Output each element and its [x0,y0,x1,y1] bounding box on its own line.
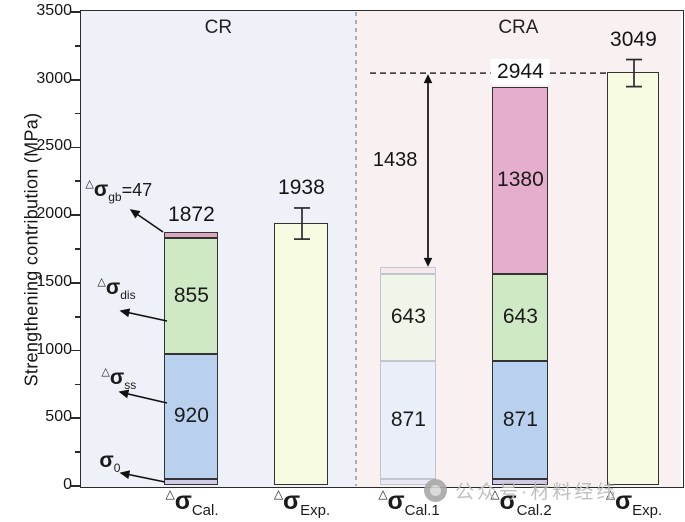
total-label-exp-cra: 3049 [610,27,657,51]
bar-segment-cal2-cra-sigma-0 [492,478,549,486]
gap-value-label: 1438 [372,149,418,172]
delta-symbol: △ [378,487,388,501]
segment-value-label: 871 [502,407,538,431]
bar-segment-exp-cra-experimental [607,72,660,486]
bar-segment-cal-cr-sigma-0 [164,478,219,486]
sigma-symbol: σ [93,178,109,202]
segment-value-label: 643 [502,305,538,329]
y-minor-tick [75,248,81,250]
bar-segment-cal-cr-sigma-dis: 855 [164,238,219,354]
bar-segment-cal2-cra-sigma-dis: 643 [492,273,549,361]
y-major-tick [71,417,81,420]
y-major-tick [71,78,81,81]
bar-segment-cal2-cra-sigma-ss: 871 [492,360,549,479]
sigma-subscript: ss [124,378,137,393]
y-minor-tick [75,383,81,386]
bar-segment-cal2-cra-sigma-ppt: 1380 [492,86,549,274]
y-tick-label: 0 [63,476,72,493]
sigma-subscript: Cal.1 [404,502,440,519]
delta-symbol: △ [490,487,500,501]
y-major-tick [71,11,81,13]
y-tick-label: 1000 [36,340,72,358]
sigma-symbol: σ [99,449,114,473]
region-title-cr: CR [204,17,233,39]
sigma-subscript: Cal. [191,502,219,519]
segment-value-label: 920 [173,404,209,428]
delta-symbol: △ [273,487,284,501]
annotation-sigma-0: σ0 [99,449,120,475]
sigma-subscript: Exp. [632,502,663,519]
bar-segment-cal1-cra-sigma-gb [380,267,437,274]
bar-segment-cal1-cra-sigma-dis: 643 [380,273,437,361]
y-tick-label: 3000 [36,69,72,87]
total-label-cal2-cra: 2944 [491,59,550,86]
x-tick-label-cal-cr: △σCal. [122,487,262,519]
y-tick-label: 3500 [36,2,72,19]
delta-symbol: △ [101,366,110,379]
sigma-symbol: σ [387,487,405,515]
sigma-symbol: σ [283,487,301,515]
sigma-subscript: Cal.2 [516,502,552,519]
total-label-exp-cr: 1938 [278,176,325,200]
sigma-subscript: dis [120,288,136,303]
x-tick-label-cal1-cra: △σCal.1 [339,487,479,519]
y-major-tick [71,282,81,284]
sigma-symbol: σ [109,366,125,390]
annotation-sigma-ss: △σss [101,365,136,392]
y-tick-label: 2000 [36,205,72,223]
bar-segment-cal1-cra-sigma-ss: 871 [380,360,437,479]
x-tick-label-exp-cra: △σExp. [564,487,685,519]
segment-value-label: 1380 [497,168,544,192]
y-major-tick [71,146,81,149]
y-minor-tick [75,112,81,115]
delta-symbol: △ [85,178,94,191]
watermark-text: 公众号·材料经纬 [455,482,619,503]
y-minor-tick [75,315,81,318]
sigma-subscript: 0 [113,461,121,476]
segment-value-label: 643 [390,305,426,329]
y-minor-tick [75,45,81,47]
y-tick-label: 500 [45,408,72,426]
y-tick-label: 2500 [36,137,72,155]
plot-area: CR CRA 920 855 1872 1938 871 643 871 643 1380 2944 3… [80,10,684,488]
y-minor-tick [75,180,81,183]
y-minor-tick [75,451,81,453]
total-label-cal-cr: 1872 [168,202,215,226]
bar-segment-exp-cr-experimental [274,222,329,486]
segment-value-label: 855 [173,284,209,308]
y-major-tick [71,349,81,352]
sigma-subscript: Exp. [300,502,331,519]
annotation-sigma-dis: △σdis [97,275,135,302]
watermark: 公众号·材料经纬 [424,477,618,504]
annotation-sigma-gb: △σgb=47 [85,177,152,204]
delta-symbol: △ [97,276,106,289]
delta-symbol: △ [165,487,175,501]
region-title-cra: CRA [498,17,539,39]
y-major-tick [71,485,81,487]
watermark-logo-icon [424,479,447,502]
annotation-suffix: =47 [121,180,153,201]
sigma-subscript: gb [108,190,122,205]
y-major-tick [71,214,81,216]
bar-segment-cal-cr-sigma-ss: 920 [164,354,219,479]
segment-value-label: 871 [390,407,426,431]
sigma-symbol: σ [174,487,192,515]
x-tick-label-cal2-cra: △σCal.2 [451,487,591,519]
bar-segment-cal-cr-sigma-gb [164,231,219,239]
sigma-symbol: σ [499,487,517,515]
y-tick-label: 1500 [36,272,72,290]
sigma-symbol: σ [615,487,633,515]
sigma-symbol: σ [105,276,121,300]
x-tick-label-exp-cr: △σExp. [232,487,372,519]
delta-symbol: △ [605,487,616,501]
